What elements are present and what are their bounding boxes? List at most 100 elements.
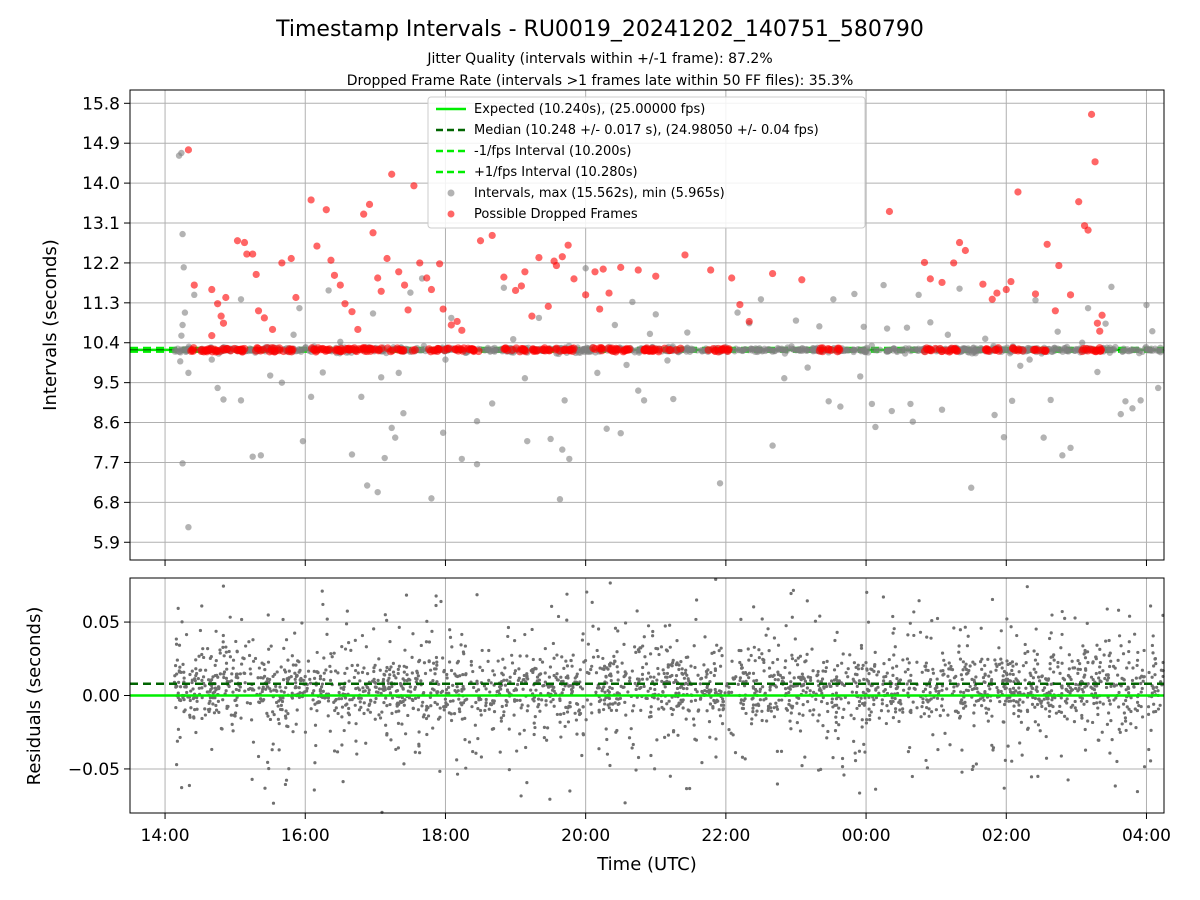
residual-point xyxy=(1152,664,1156,668)
residual-point xyxy=(193,708,197,712)
residual-point xyxy=(842,773,846,777)
residual-point xyxy=(402,703,406,707)
residual-point xyxy=(789,591,793,596)
residual-point xyxy=(476,706,480,711)
interval-point xyxy=(825,398,832,405)
residual-point xyxy=(875,673,879,677)
residual-point xyxy=(814,697,818,701)
residual-point xyxy=(685,673,689,677)
interval-point xyxy=(237,397,245,404)
residual-point xyxy=(449,668,454,673)
residual-point xyxy=(356,663,360,667)
residual-point xyxy=(795,701,799,705)
residual-point xyxy=(858,791,862,795)
residual-point xyxy=(611,702,615,706)
residual-point xyxy=(743,757,747,761)
residual-point xyxy=(562,711,566,716)
residual-point xyxy=(590,664,594,668)
dropped-frame-point xyxy=(189,344,198,353)
residual-point xyxy=(935,677,939,681)
residual-point xyxy=(693,665,697,670)
residual-point xyxy=(1046,701,1050,705)
residual-point xyxy=(852,679,856,683)
interval-point xyxy=(348,451,356,458)
residual-point xyxy=(825,701,829,706)
residual-point xyxy=(906,750,911,754)
residual-point xyxy=(203,707,207,711)
residual-point xyxy=(1080,687,1084,692)
residual-point xyxy=(537,673,541,677)
residual-point xyxy=(286,712,290,716)
residual-point xyxy=(408,685,412,689)
interval-point xyxy=(684,344,691,351)
residual-point xyxy=(353,638,357,643)
residual-point xyxy=(926,668,930,673)
residual-point xyxy=(659,699,664,704)
interval-point xyxy=(448,314,455,322)
residual-point xyxy=(634,650,638,654)
residual-point xyxy=(892,627,896,631)
residual-point xyxy=(675,686,680,691)
residual-point xyxy=(337,697,341,701)
residual-point xyxy=(688,786,692,791)
residual-point xyxy=(343,671,347,675)
residual-point xyxy=(1140,686,1144,691)
residual-point xyxy=(973,662,977,666)
residual-point xyxy=(1121,702,1126,706)
residual-point xyxy=(887,657,891,662)
residual-point xyxy=(444,687,449,692)
residual-point xyxy=(1001,720,1005,724)
residual-point xyxy=(1123,716,1128,720)
residual-point xyxy=(1147,670,1151,675)
residual-point xyxy=(1024,661,1028,665)
residual-point xyxy=(622,675,626,679)
residual-point xyxy=(877,716,881,720)
residual-point xyxy=(435,663,439,667)
residual-point xyxy=(840,765,845,769)
dropped-frame-point xyxy=(322,206,330,214)
residual-point xyxy=(470,705,474,709)
residual-point xyxy=(647,671,651,675)
residual-point xyxy=(283,714,288,718)
residual-point xyxy=(818,686,822,691)
residual-point xyxy=(183,708,187,712)
residual-point xyxy=(620,661,624,665)
residual-point xyxy=(754,713,758,717)
residual-point xyxy=(262,662,266,666)
residual-point xyxy=(460,632,464,637)
residual-point xyxy=(1023,651,1027,655)
residual-point xyxy=(829,684,833,688)
residual-point xyxy=(865,590,869,594)
residual-point xyxy=(972,711,976,715)
residual-point xyxy=(966,688,970,693)
residual-point xyxy=(396,671,400,676)
residual-point xyxy=(826,709,830,714)
residual-point xyxy=(1107,711,1111,715)
residual-point xyxy=(499,719,503,723)
residual-point xyxy=(421,700,425,704)
residual-point xyxy=(853,751,857,755)
dropped-frame-point xyxy=(325,345,334,354)
residual-point xyxy=(343,696,348,700)
residual-point xyxy=(1044,677,1048,681)
residual-point xyxy=(284,709,288,713)
dropped-frame-point xyxy=(222,293,230,302)
residual-point xyxy=(540,698,544,702)
residual-point xyxy=(562,666,566,670)
residual-point xyxy=(388,702,392,707)
dropped-frame-point xyxy=(991,345,1000,354)
interval-point xyxy=(1067,444,1074,452)
residual-point xyxy=(325,617,329,621)
residual-point xyxy=(1032,649,1036,653)
residual-point xyxy=(537,702,541,707)
residual-point xyxy=(893,645,897,649)
residual-point xyxy=(738,678,742,683)
residual-point xyxy=(864,721,868,725)
intervals-y-tick-label: 13.1 xyxy=(82,214,120,234)
residual-point xyxy=(819,699,824,704)
residual-point xyxy=(621,685,625,689)
residual-point xyxy=(1012,680,1016,684)
residual-point xyxy=(411,706,415,710)
residual-point xyxy=(410,671,414,675)
residual-point xyxy=(980,704,984,708)
